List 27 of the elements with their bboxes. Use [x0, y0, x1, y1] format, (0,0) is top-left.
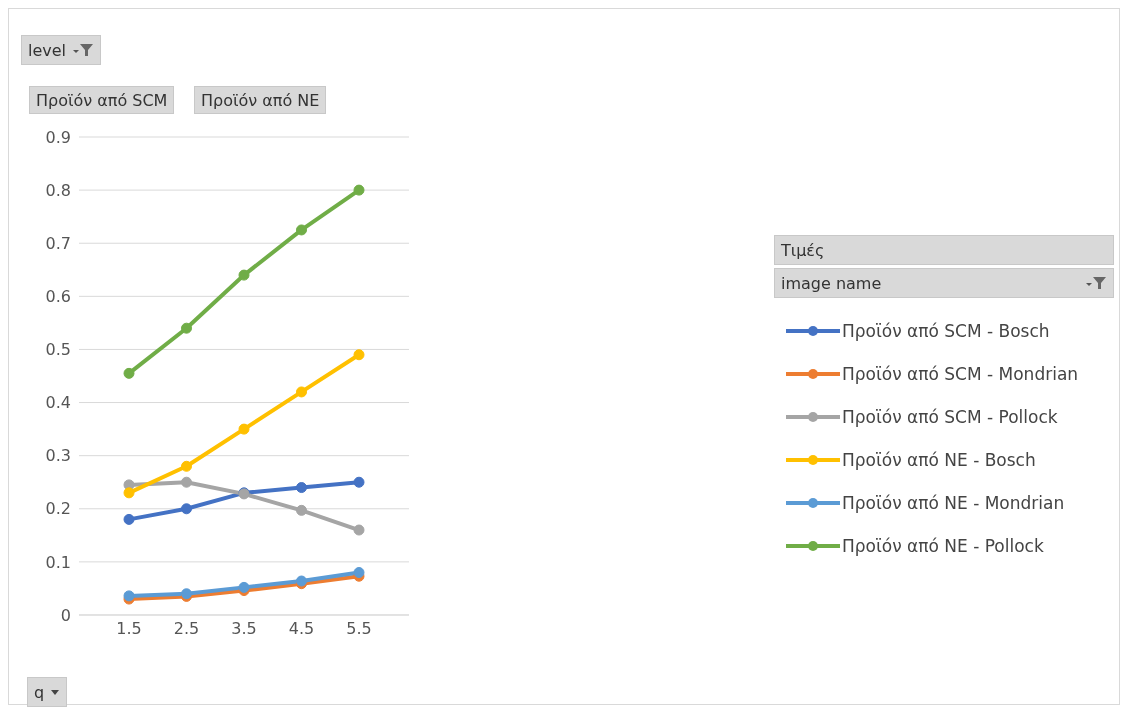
- x-tick-label: 5.5: [346, 619, 372, 639]
- text: Προϊόν από SCM: [29, 86, 175, 114]
- x-tick-label: 1.5: [116, 619, 142, 639]
- legend-label: Προϊόν από NE - Bosch: [842, 449, 1036, 470]
- y-tick-label: 0.4: [45, 393, 71, 413]
- y-tick-label: 0.3: [45, 446, 71, 466]
- text: level: [21, 35, 102, 65]
- legend-label: Προϊόν από SCM - Bosch: [842, 320, 1050, 341]
- text: image name: [774, 268, 1114, 298]
- text: q: [27, 677, 68, 707]
- text: Τιμές: [774, 235, 1114, 265]
- x-tick-label: 4.5: [288, 619, 315, 639]
- y-tick-label: 0.8: [45, 180, 71, 200]
- legend-label: Προϊόν από SCM - Pollock: [842, 406, 1058, 427]
- legend-label: Προϊόν από NE - Mondrian: [842, 492, 1065, 513]
- y-tick-label: 0.7: [45, 233, 71, 253]
- y-tick-label: 0: [60, 605, 71, 625]
- x-tick-label: 2.5: [173, 619, 200, 639]
- y-tick-label: 0.6: [45, 287, 71, 307]
- text: Προϊόν από NE: [194, 86, 327, 114]
- y-tick-label: 0.9: [45, 127, 71, 147]
- y-tick-label: 0.2: [45, 499, 71, 519]
- y-tick-label: 0.1: [45, 552, 71, 572]
- y-tick-label: 0.5: [45, 340, 71, 360]
- legend-label: Προϊόν από SCM - Mondrian: [842, 363, 1079, 384]
- x-tick-label: 3.5: [231, 619, 257, 639]
- legend-label: Προϊόν από NE - Pollock: [842, 535, 1044, 556]
